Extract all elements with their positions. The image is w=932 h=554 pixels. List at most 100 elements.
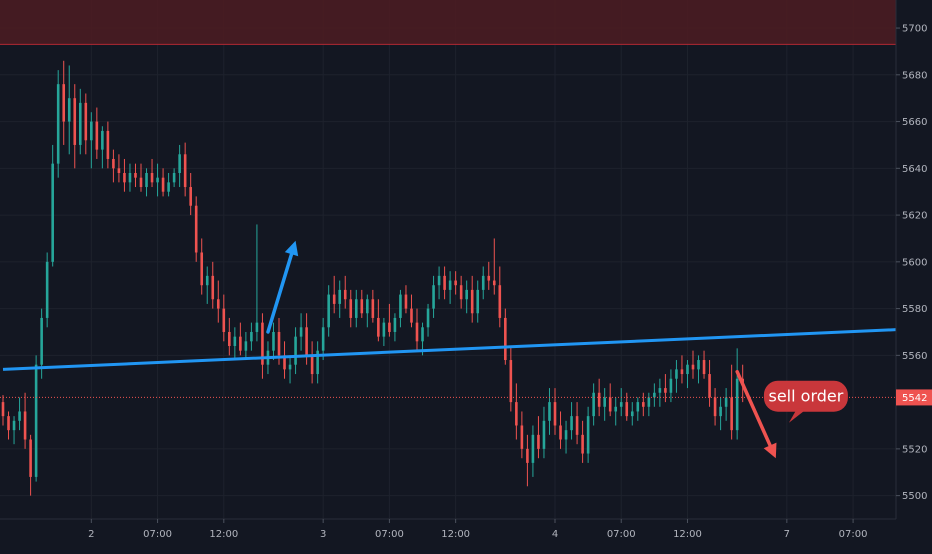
candle[interactable] xyxy=(691,350,695,379)
candle[interactable] xyxy=(354,289,358,328)
candle[interactable] xyxy=(730,364,733,440)
buy-arrow-icon[interactable] xyxy=(266,240,299,334)
candle[interactable] xyxy=(697,355,700,384)
candle[interactable] xyxy=(233,327,237,361)
candle[interactable] xyxy=(194,196,198,262)
candle[interactable] xyxy=(272,322,275,361)
candle[interactable] xyxy=(487,261,491,290)
candle[interactable] xyxy=(520,411,524,459)
candle[interactable] xyxy=(504,308,507,365)
candle[interactable] xyxy=(664,374,667,403)
candle[interactable] xyxy=(415,308,419,351)
candle[interactable] xyxy=(200,238,204,295)
candle[interactable] xyxy=(161,168,165,197)
candles[interactable] xyxy=(1,60,744,496)
candle[interactable] xyxy=(399,289,402,328)
candle[interactable] xyxy=(67,65,71,155)
candle[interactable] xyxy=(586,406,590,463)
time-axis[interactable]: 2 07:00 12:00 3 07:00 12:00 4 07:00 12:00 7 07:00 xyxy=(0,518,896,540)
drawings[interactable]: sell order xyxy=(0,240,897,459)
candle[interactable] xyxy=(515,383,518,440)
candle[interactable] xyxy=(34,355,38,482)
candle[interactable] xyxy=(45,252,49,328)
candle[interactable] xyxy=(470,275,474,323)
candle[interactable] xyxy=(443,266,446,300)
candle[interactable] xyxy=(261,313,264,379)
candle[interactable] xyxy=(686,360,689,389)
candle[interactable] xyxy=(542,406,546,459)
candle[interactable] xyxy=(476,280,480,323)
candle[interactable] xyxy=(426,303,430,337)
candle[interactable] xyxy=(23,392,27,449)
candle[interactable] xyxy=(680,355,684,384)
sell-order-callout[interactable]: sell order xyxy=(763,380,848,423)
candle[interactable] xyxy=(327,285,330,337)
candle[interactable] xyxy=(526,434,529,487)
candle[interactable] xyxy=(708,360,711,407)
candle[interactable] xyxy=(448,271,452,304)
candle[interactable] xyxy=(498,266,502,328)
candle[interactable] xyxy=(647,392,651,417)
candle[interactable] xyxy=(338,280,342,318)
candle[interactable] xyxy=(84,93,88,155)
candle[interactable] xyxy=(454,271,457,295)
candle[interactable] xyxy=(343,275,347,309)
candle[interactable] xyxy=(553,388,557,435)
candle[interactable] xyxy=(675,360,678,393)
resistance-zone-rect[interactable] xyxy=(0,0,896,45)
candle[interactable] xyxy=(139,163,143,192)
candle[interactable] xyxy=(570,402,573,440)
candle[interactable] xyxy=(642,392,645,417)
candle[interactable] xyxy=(575,402,579,445)
candle[interactable] xyxy=(283,341,286,379)
candle[interactable] xyxy=(244,331,248,361)
candle[interactable] xyxy=(95,107,99,159)
candle[interactable] xyxy=(492,238,496,295)
candle[interactable] xyxy=(608,383,612,417)
candle[interactable] xyxy=(228,317,231,356)
candle[interactable] xyxy=(437,266,441,300)
candle[interactable] xyxy=(117,154,121,183)
candle[interactable] xyxy=(592,383,595,426)
candle[interactable] xyxy=(106,121,110,169)
candle[interactable] xyxy=(156,163,159,197)
candle[interactable] xyxy=(349,289,353,328)
candle[interactable] xyxy=(404,285,408,314)
candle[interactable] xyxy=(614,397,618,426)
candle[interactable] xyxy=(636,397,640,421)
candle[interactable] xyxy=(73,84,77,169)
price-axis[interactable]: 5700 5680 5660 5640 5620 5600 5580 5560 5520 5500… xyxy=(895,0,932,519)
candle[interactable] xyxy=(178,144,181,188)
candle[interactable] xyxy=(509,346,513,412)
candle[interactable] xyxy=(78,88,82,155)
candle[interactable] xyxy=(29,434,32,496)
candle[interactable] xyxy=(559,411,562,449)
candle[interactable] xyxy=(310,341,314,384)
candle[interactable] xyxy=(581,420,584,463)
candle[interactable] xyxy=(239,322,242,356)
candle[interactable] xyxy=(150,158,154,188)
candle[interactable] xyxy=(619,388,623,417)
candle[interactable] xyxy=(211,261,215,309)
candle[interactable] xyxy=(167,173,170,197)
candle[interactable] xyxy=(724,388,728,421)
candle[interactable] xyxy=(702,350,706,379)
candle[interactable] xyxy=(123,158,126,192)
candle[interactable] xyxy=(12,416,16,445)
candle[interactable] xyxy=(51,144,54,267)
candle[interactable] xyxy=(564,420,568,454)
candle[interactable] xyxy=(625,392,629,421)
candle[interactable] xyxy=(316,341,319,384)
candle[interactable] xyxy=(321,317,325,361)
candle[interactable] xyxy=(393,313,397,342)
candle[interactable] xyxy=(128,163,132,192)
candle[interactable] xyxy=(713,388,717,426)
candle[interactable] xyxy=(382,317,386,346)
candle[interactable] xyxy=(56,70,60,178)
candle[interactable] xyxy=(18,397,21,431)
candle[interactable] xyxy=(255,224,259,342)
candle[interactable] xyxy=(377,299,380,342)
candle[interactable] xyxy=(537,416,540,459)
